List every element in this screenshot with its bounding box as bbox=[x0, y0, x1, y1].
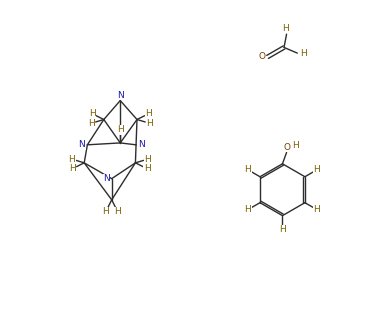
Text: H: H bbox=[144, 155, 151, 164]
Text: N: N bbox=[138, 140, 145, 149]
Text: H: H bbox=[245, 165, 251, 174]
Text: N: N bbox=[103, 174, 110, 184]
Text: H: H bbox=[314, 205, 320, 214]
Text: H: H bbox=[102, 207, 109, 216]
Text: H: H bbox=[143, 164, 151, 173]
Text: N: N bbox=[79, 140, 85, 149]
Text: H: H bbox=[145, 109, 152, 118]
Text: H: H bbox=[88, 119, 95, 128]
Text: H: H bbox=[117, 125, 124, 134]
Text: H: H bbox=[292, 141, 299, 150]
Text: H: H bbox=[68, 155, 75, 164]
Text: H: H bbox=[245, 205, 251, 214]
Text: H: H bbox=[279, 225, 286, 234]
Text: H: H bbox=[69, 164, 76, 173]
Text: H: H bbox=[314, 165, 320, 174]
Text: H: H bbox=[89, 109, 95, 118]
Text: O: O bbox=[283, 143, 290, 152]
Text: H: H bbox=[283, 24, 289, 33]
Text: H: H bbox=[114, 207, 121, 216]
Text: N: N bbox=[117, 91, 124, 100]
Text: H: H bbox=[146, 119, 153, 128]
Text: O: O bbox=[258, 52, 265, 61]
Text: H: H bbox=[300, 48, 307, 58]
